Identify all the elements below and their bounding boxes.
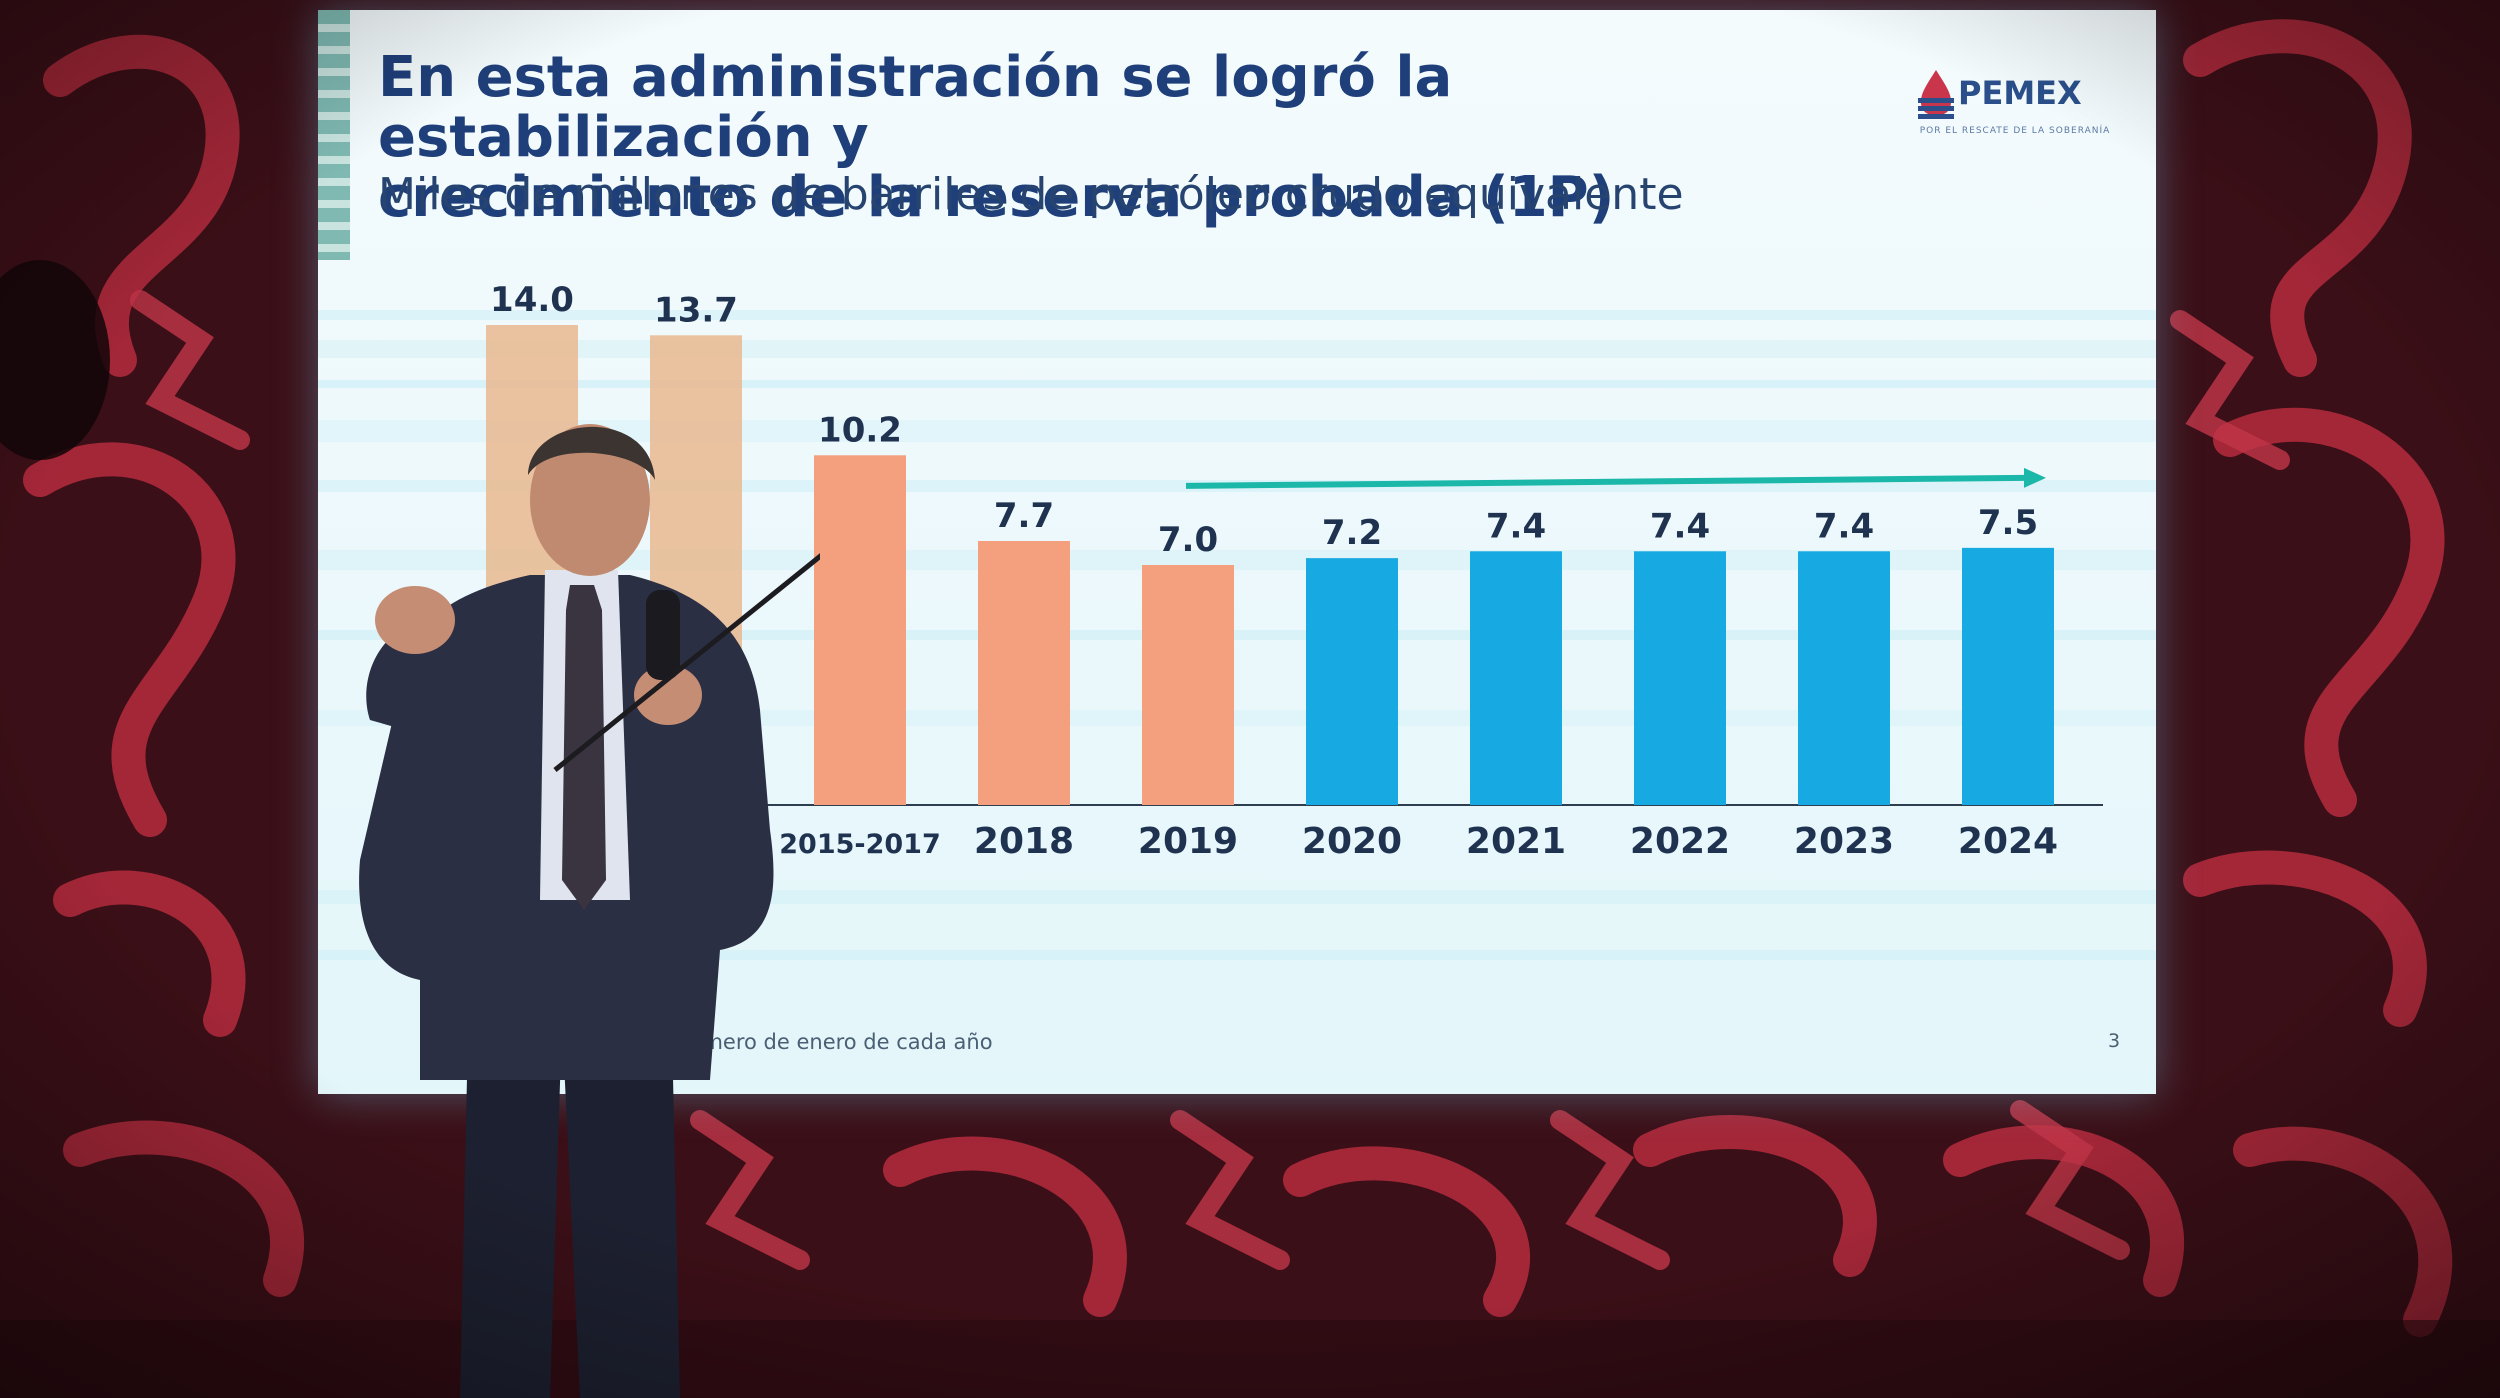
category-label: 2021 <box>1466 821 1566 862</box>
bar-2021 <box>1470 551 1562 805</box>
trend-arrow-head <box>2024 467 2046 488</box>
bar-value-label: 7.4 <box>1814 506 1874 546</box>
trend-arrow-line <box>1185 474 2025 489</box>
category-label: 2024 <box>1958 821 2058 862</box>
category-label: 2020 <box>1302 821 1402 862</box>
bar-value-label: 7.0 <box>1158 520 1218 560</box>
bar-value-label: 7.2 <box>1322 513 1382 553</box>
bar-2024 <box>1962 547 2054 805</box>
bar-2022 <box>1634 551 1726 805</box>
category-label: 2022 <box>1630 821 1730 862</box>
bar-2015-2017 <box>814 455 906 805</box>
presenter-hand <box>375 586 455 654</box>
bar-2020 <box>1306 558 1398 805</box>
bar-value-label: 7.7 <box>994 496 1054 536</box>
category-label: 2023 <box>1794 821 1894 862</box>
bar-2023 <box>1798 551 1890 805</box>
bar-value-label: 13.7 <box>654 290 738 330</box>
bar-2018 <box>978 541 1070 805</box>
presenter-figure <box>359 424 820 1398</box>
bar-value-label: 14.0 <box>490 280 574 320</box>
bar-value-label: 10.2 <box>818 410 902 450</box>
bar-value-label: 7.4 <box>1486 506 1546 546</box>
bar-2019 <box>1142 565 1234 805</box>
slide-page-number: 3 <box>2108 1030 2121 1052</box>
bar-value-label: 7.4 <box>1650 506 1710 546</box>
category-label: 2018 <box>974 821 1074 862</box>
microphone <box>646 590 680 680</box>
bar-value-label: 7.5 <box>1978 503 2038 543</box>
category-label: 2019 <box>1138 821 1238 862</box>
